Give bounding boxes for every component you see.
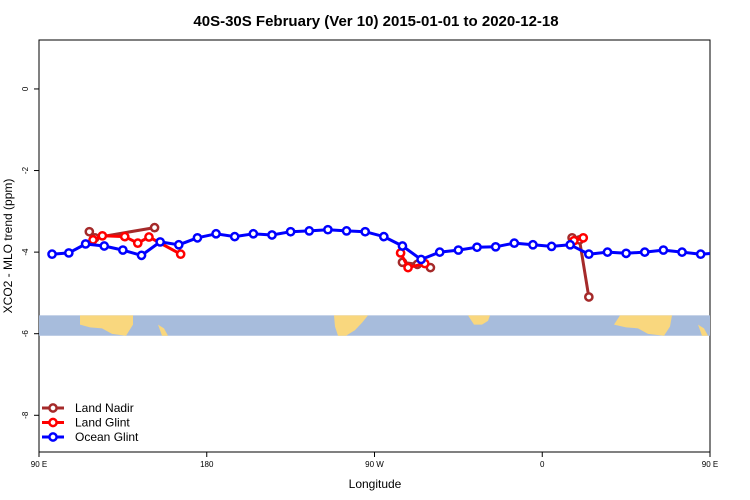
land-shape xyxy=(468,315,490,325)
data-point xyxy=(84,226,95,237)
legend-label: Ocean Glint xyxy=(75,430,139,444)
data-point xyxy=(173,239,184,250)
data-point xyxy=(403,262,413,273)
y-tick-label: -4 xyxy=(21,248,30,256)
data-point xyxy=(132,238,143,248)
data-point xyxy=(136,250,147,261)
plot-area xyxy=(38,39,711,453)
x-tick-label: 90 E xyxy=(702,460,718,469)
data-point xyxy=(211,228,221,239)
data-point xyxy=(453,245,464,255)
data-point xyxy=(47,249,57,260)
data-point xyxy=(397,241,408,251)
data-point xyxy=(434,247,445,257)
y-axis-label: XCO2 - MLO trend (ppm) xyxy=(1,179,15,314)
land-shape xyxy=(80,315,133,336)
ocean-band xyxy=(39,315,710,336)
legend-label: Land Glint xyxy=(75,416,130,430)
y-tick-label: -6 xyxy=(21,330,30,338)
x-axis: 90 E 180 90 W 0 90 E xyxy=(31,452,718,469)
data-point xyxy=(509,238,520,248)
data-point xyxy=(341,226,352,236)
y-axis: 0 -2 -4 -6 -8 xyxy=(21,86,39,419)
data-point xyxy=(578,232,589,243)
chart-title: 40S-30S February (Ver 10) 2015-01-01 to … xyxy=(193,13,558,30)
data-point xyxy=(472,242,482,253)
data-point xyxy=(490,241,501,252)
y-tick-label: 0 xyxy=(21,86,30,91)
legend-marker xyxy=(48,432,58,442)
data-point xyxy=(639,247,650,257)
data-point xyxy=(99,241,110,251)
data-point xyxy=(621,248,631,259)
data-point xyxy=(546,241,557,252)
data-point xyxy=(695,249,706,260)
data-point xyxy=(229,231,240,242)
data-point xyxy=(304,226,315,236)
legend-marker xyxy=(48,417,58,428)
x-axis-label: Longitude xyxy=(349,477,402,491)
land-shape xyxy=(334,315,368,336)
x-tick-label: 90 E xyxy=(31,460,47,469)
data-point xyxy=(285,226,296,237)
x-tick-label: 180 xyxy=(200,460,214,469)
legend-label: Land Nadir xyxy=(75,401,134,415)
data-point xyxy=(155,237,166,247)
data-point xyxy=(416,254,426,265)
legend-marker xyxy=(48,403,58,413)
data-point xyxy=(175,249,186,260)
data-point xyxy=(118,245,128,255)
x-tick-label: 0 xyxy=(540,460,545,469)
data-point xyxy=(583,249,594,260)
data-point xyxy=(192,232,203,243)
y-tick-label: -8 xyxy=(21,411,30,419)
data-point xyxy=(88,235,98,245)
data-point xyxy=(677,247,687,257)
data-point xyxy=(323,224,333,235)
data-point xyxy=(63,248,74,258)
land-shape xyxy=(698,324,708,336)
data-point xyxy=(602,247,613,257)
data-point xyxy=(248,228,259,239)
series-ocean-glint xyxy=(47,224,741,265)
data-point xyxy=(716,249,723,256)
data-point xyxy=(565,239,576,250)
data-point xyxy=(360,226,371,237)
data-point xyxy=(378,231,389,242)
series-line xyxy=(51,228,710,261)
land-shape xyxy=(158,324,168,336)
land-shape xyxy=(614,315,672,336)
data-point xyxy=(267,230,277,240)
data-point xyxy=(583,292,594,302)
data-point xyxy=(734,240,741,247)
series-layer xyxy=(47,222,741,302)
data-point xyxy=(149,222,160,233)
data-point xyxy=(80,239,91,249)
data-point xyxy=(144,232,154,242)
data-point xyxy=(97,230,108,241)
x-tick-label: 90 W xyxy=(365,460,384,469)
y-tick-label: -2 xyxy=(21,166,30,174)
data-point xyxy=(658,245,669,255)
data-point xyxy=(528,239,538,250)
world-map-band xyxy=(39,315,710,336)
data-point xyxy=(119,231,130,242)
